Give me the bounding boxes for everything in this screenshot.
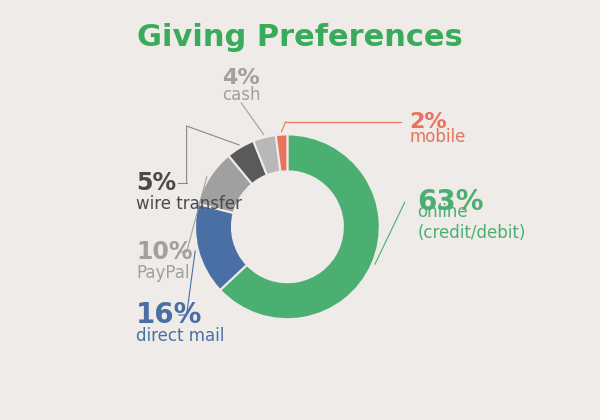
Wedge shape xyxy=(229,141,267,184)
Text: mobile: mobile xyxy=(409,128,466,145)
Text: 2%: 2% xyxy=(409,112,447,132)
Wedge shape xyxy=(276,134,287,172)
Text: 16%: 16% xyxy=(136,301,203,329)
Text: wire transfer: wire transfer xyxy=(136,195,242,213)
Wedge shape xyxy=(195,204,247,290)
Text: 4%: 4% xyxy=(223,68,260,88)
Text: online
(credit/debit): online (credit/debit) xyxy=(418,203,526,242)
Text: cash: cash xyxy=(222,86,260,103)
Text: PayPal: PayPal xyxy=(136,264,190,282)
Wedge shape xyxy=(253,135,280,175)
Text: 10%: 10% xyxy=(136,240,193,264)
Text: direct mail: direct mail xyxy=(136,327,224,345)
Wedge shape xyxy=(198,155,252,213)
Wedge shape xyxy=(220,134,380,319)
Text: 5%: 5% xyxy=(136,171,176,195)
Text: Giving Preferences: Giving Preferences xyxy=(137,23,463,52)
Text: 63%: 63% xyxy=(418,188,484,215)
